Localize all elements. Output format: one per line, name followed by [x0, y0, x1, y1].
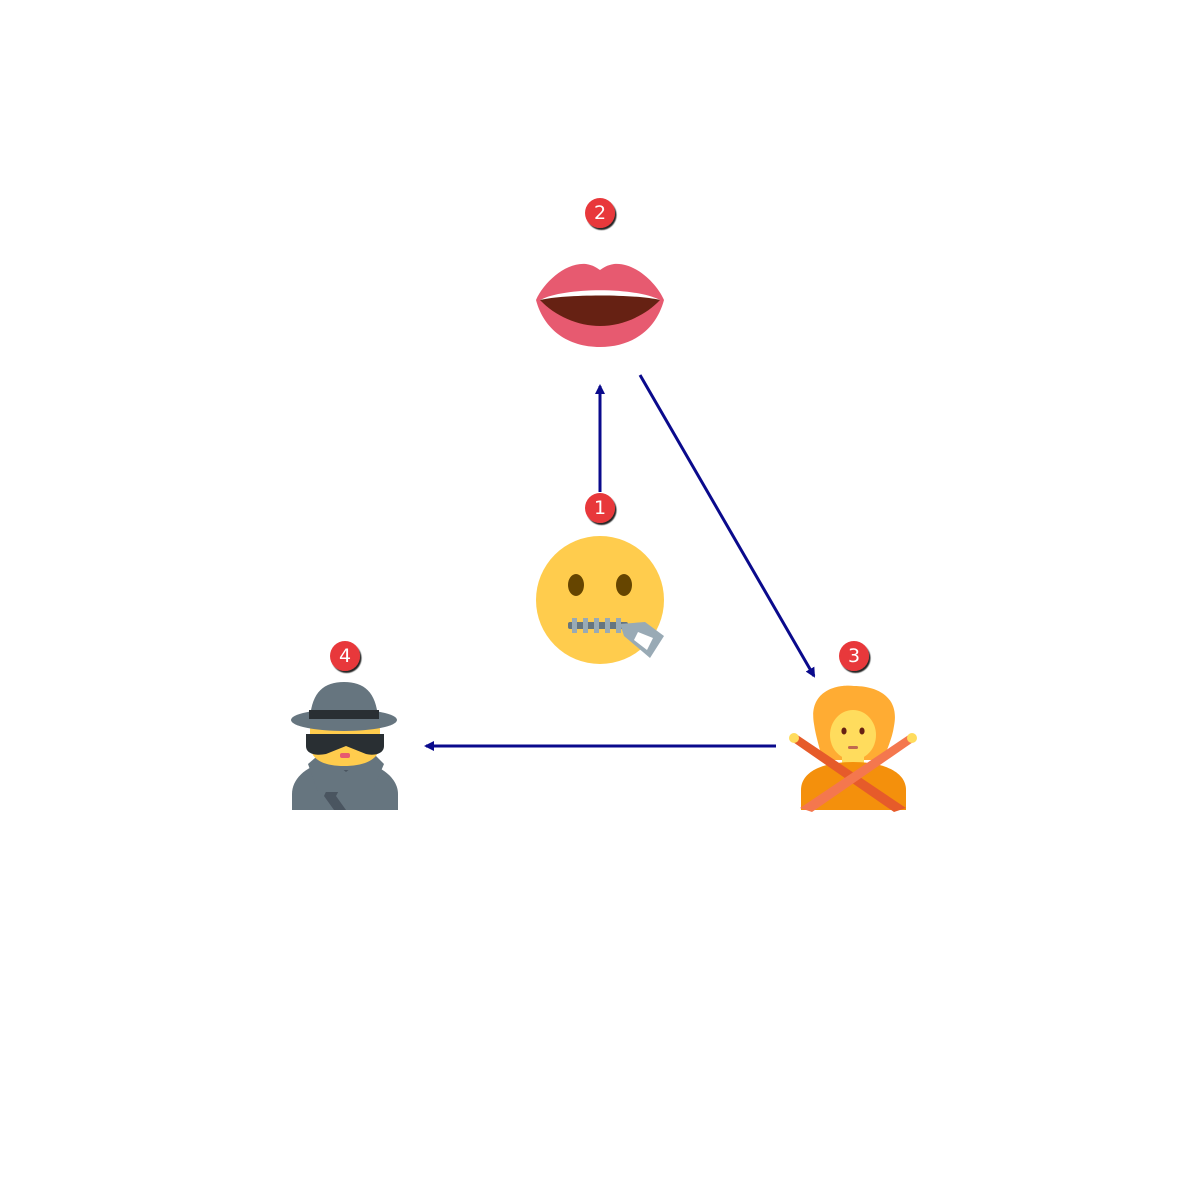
person-gesturing-no-icon [789, 685, 917, 812]
mouth-icon [536, 263, 664, 347]
arrow-2-to-3 [638, 374, 816, 678]
badge-node-3 [839, 641, 869, 671]
badge-label-1: 1 [594, 497, 606, 519]
detective-icon [291, 682, 398, 810]
badge-node-2 [585, 198, 615, 228]
zipper-mouth-face-icon [536, 536, 664, 664]
badge-node-4 [330, 641, 360, 671]
arrows [424, 374, 816, 751]
badge-label-3: 3 [848, 645, 860, 667]
badge-label-4: 4 [339, 645, 351, 667]
badge-node-1 [585, 493, 615, 523]
badge-label-2: 2 [594, 202, 606, 224]
